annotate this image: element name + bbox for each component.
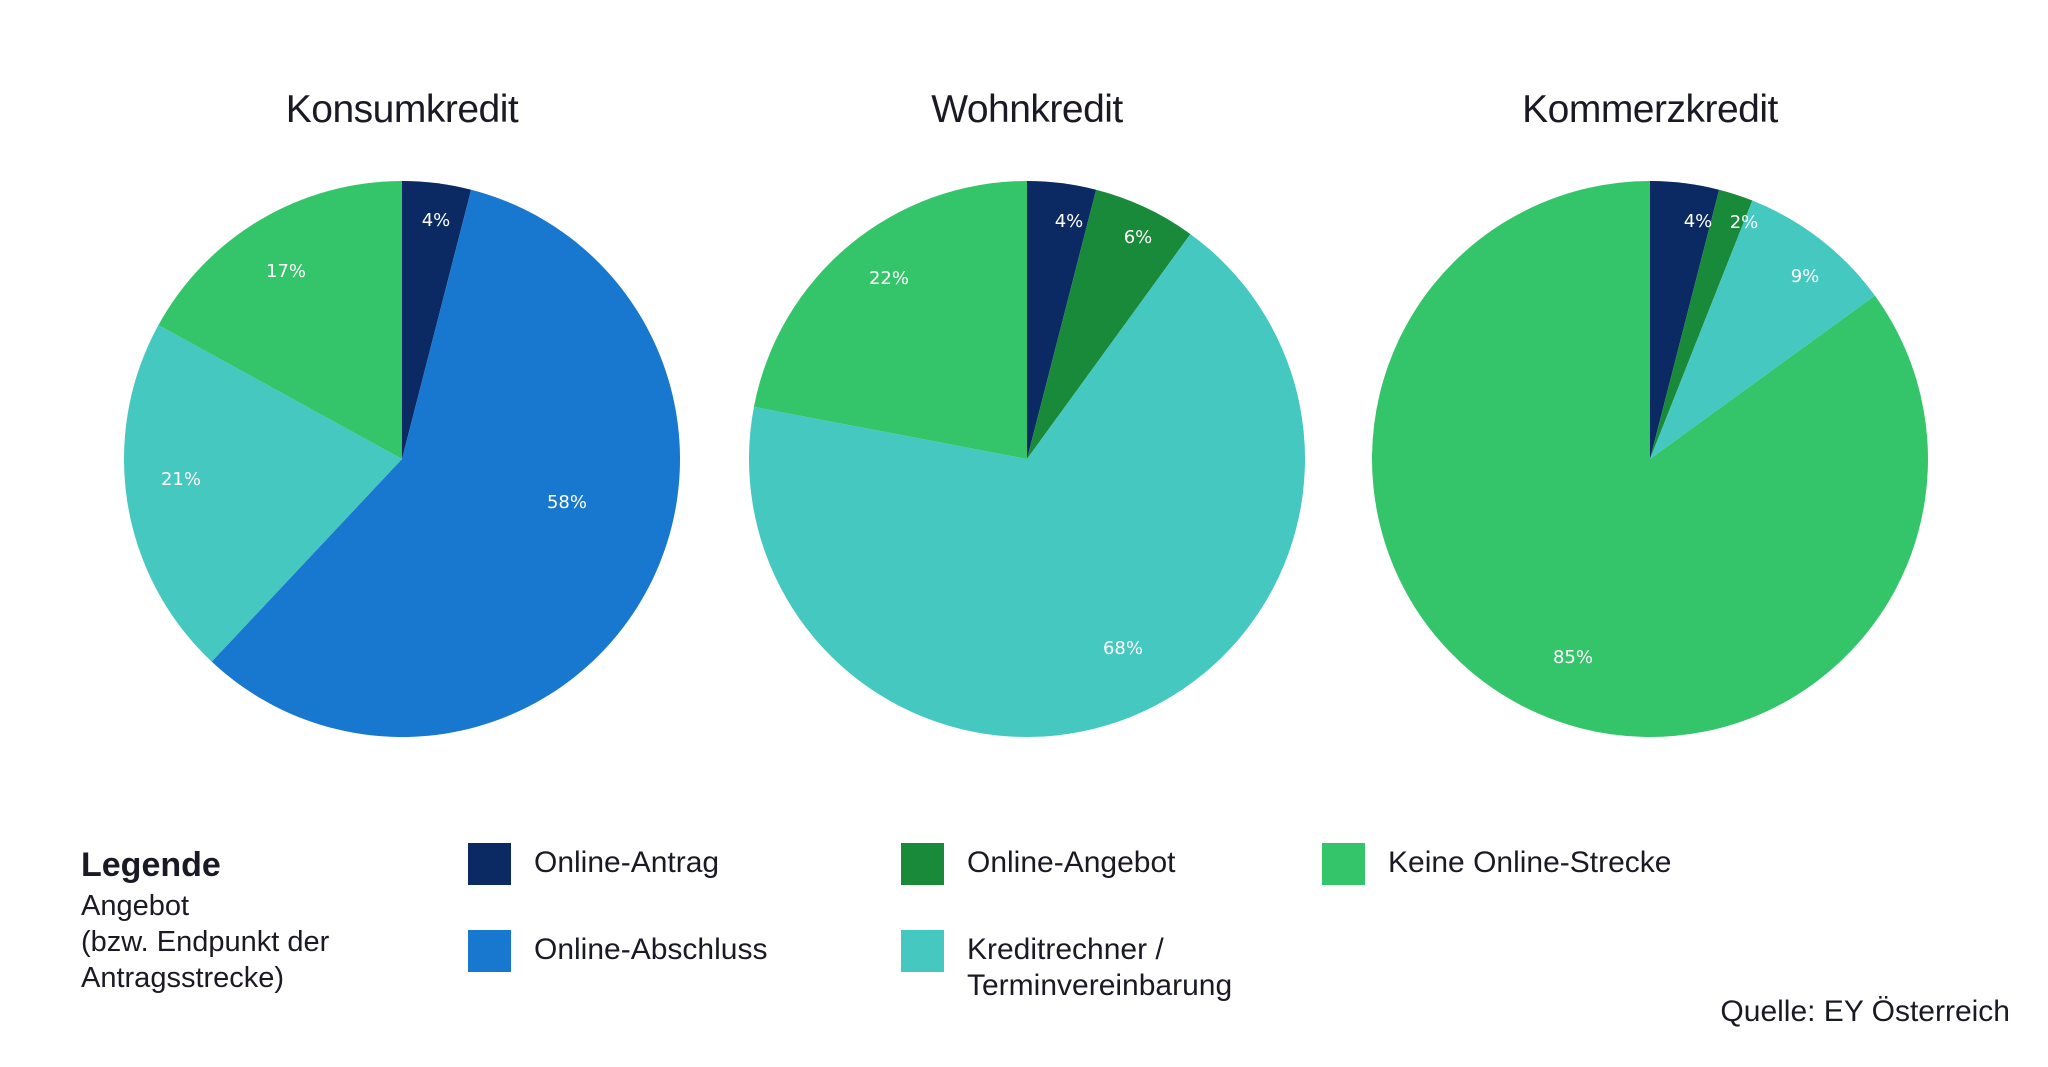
slice-value-label: 21%	[161, 469, 201, 490]
legend-swatch-online-angebot	[901, 843, 944, 885]
source-note: Quelle: EY Österreich	[1720, 995, 2010, 1028]
legend-label: Keine Online-Strecke	[1388, 845, 1671, 881]
slice-value-label: 9%	[1791, 266, 1820, 287]
legend-label-line: Online-Abschluss	[534, 933, 768, 966]
pie-slice-keine-online-strecke	[158, 181, 402, 459]
legend-label: Online-Angebot	[967, 845, 1175, 881]
chart-title-wohnkredit: Wohnkredit	[931, 88, 1123, 131]
pie-slice-kreditrechner-terminvereinbarung	[1650, 200, 1875, 459]
slice-value-label: 22%	[869, 268, 909, 289]
legend-label-line: Online-Angebot	[967, 846, 1176, 879]
slice-value-label: 68%	[1103, 638, 1143, 659]
pie-chart-wohnkredit: 4% 6% 68% 22%	[748, 181, 1305, 737]
legend-heading: Legende	[81, 846, 221, 884]
pie-slice-kreditrechner-terminvereinbarung	[748, 234, 1305, 737]
legend-description: Angebot (bzw. Endpunkt der Antragsstreck…	[81, 888, 401, 996]
legend-label-line: Terminvereinbarung	[967, 969, 1233, 1002]
legend-swatch-keine-online-strecke	[1322, 843, 1365, 885]
chart-title-kommerzkredit: Kommerzkredit	[1522, 88, 1778, 131]
legend-item-online-abschluss: Online-Abschluss	[468, 930, 767, 972]
legend-item-online-angebot: Online-Angebot	[901, 843, 1175, 885]
slice-value-label: 58%	[547, 492, 587, 513]
pie-slice-online-angebot	[1650, 189, 1753, 460]
slice-value-label: 85%	[1553, 647, 1593, 668]
chart-title-konsumkredit: Konsumkredit	[285, 88, 519, 131]
legend-description-line: Antragsstrecke)	[81, 962, 285, 994]
legend-item-kreditrechner-terminvereinbarung: Kreditrechner / Terminvereinbarung	[901, 930, 1232, 1004]
pie-chart-konsumkredit: 4% 58% 21% 17%	[124, 181, 681, 737]
pie-slice-online-antrag	[1027, 181, 1097, 459]
pie-slice-keine-online-strecke	[753, 181, 1027, 459]
slice-value-label: 4%	[1055, 211, 1084, 232]
legend-label: Online-Antrag	[534, 845, 719, 881]
slice-value-label: 4%	[1684, 211, 1713, 232]
pie-slice-online-abschluss	[211, 189, 681, 737]
legend-label: Online-Abschluss	[534, 932, 767, 968]
slice-value-label: 17%	[266, 261, 306, 282]
pie-charts: 4% 58% 21% 17% 4% 6% 68% 22% 4% 2% 9% 85%	[124, 181, 1929, 738]
slice-value-label: 6%	[1124, 227, 1153, 248]
legend-item-online-antrag: Online-Antrag	[468, 843, 719, 885]
legend-description-line: (bzw. Endpunkt der	[81, 926, 330, 958]
pie-slice-online-antrag	[402, 181, 472, 459]
slice-value-label: 4%	[422, 210, 451, 231]
pie-slice-online-angebot	[1027, 189, 1191, 460]
legend-swatch-kreditrechner	[901, 930, 944, 972]
slice-value-label: 2%	[1730, 212, 1759, 233]
legend-label-line: Kreditrechner /	[967, 933, 1164, 966]
pie-chart-kommerzkredit: 4% 2% 9% 85%	[1372, 181, 1929, 738]
legend-label-line: Online-Antrag	[534, 846, 720, 879]
legend-swatch-online-antrag	[468, 843, 511, 885]
legend-label: Kreditrechner / Terminvereinbarung	[967, 932, 1232, 1004]
pie-slice-keine-online-strecke	[1372, 181, 1929, 738]
legend-description-line: Angebot	[81, 890, 190, 922]
legend-item-keine-online-strecke: Keine Online-Strecke	[1322, 843, 1671, 885]
legend-swatch-online-abschluss	[468, 930, 511, 972]
pie-slice-kreditrechner-terminvereinbarung	[124, 325, 403, 662]
legend-label-line: Keine Online-Strecke	[1388, 846, 1672, 879]
pie-slice-online-antrag	[1650, 181, 1720, 459]
